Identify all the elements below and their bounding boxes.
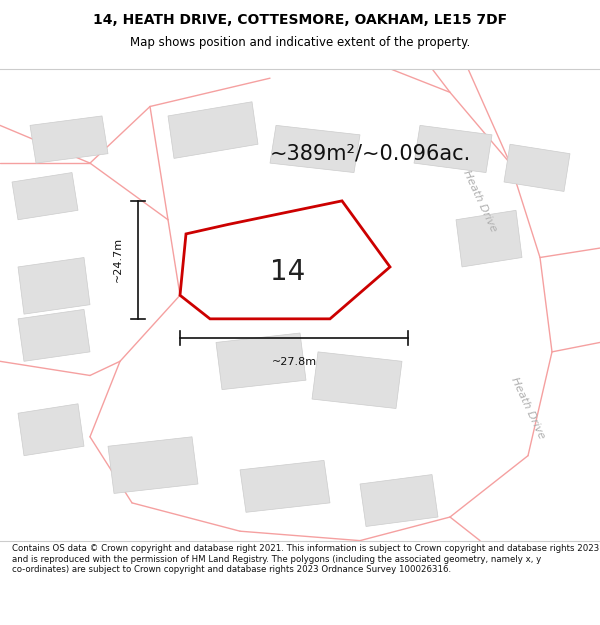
Polygon shape [456, 210, 522, 267]
Text: Heath Drive: Heath Drive [461, 169, 499, 233]
Polygon shape [270, 126, 360, 173]
Text: 14: 14 [271, 258, 305, 286]
Polygon shape [18, 309, 90, 361]
Text: Heath Drive: Heath Drive [509, 376, 547, 441]
Polygon shape [312, 352, 402, 409]
Polygon shape [18, 258, 90, 314]
Polygon shape [180, 201, 390, 319]
Polygon shape [240, 461, 330, 512]
Polygon shape [360, 474, 438, 526]
Polygon shape [108, 437, 198, 494]
Polygon shape [18, 404, 84, 456]
Polygon shape [216, 333, 306, 389]
Polygon shape [504, 144, 570, 191]
Polygon shape [414, 126, 492, 173]
Polygon shape [30, 116, 108, 163]
Text: Contains OS data © Crown copyright and database right 2021. This information is : Contains OS data © Crown copyright and d… [12, 544, 599, 574]
Text: ~27.8m: ~27.8m [271, 357, 317, 367]
Text: Map shows position and indicative extent of the property.: Map shows position and indicative extent… [130, 36, 470, 49]
Polygon shape [12, 173, 78, 220]
Polygon shape [168, 102, 258, 158]
Text: 14, HEATH DRIVE, COTTESMORE, OAKHAM, LE15 7DF: 14, HEATH DRIVE, COTTESMORE, OAKHAM, LE1… [93, 13, 507, 28]
Text: ~389m²/~0.096ac.: ~389m²/~0.096ac. [270, 144, 471, 164]
Text: ~24.7m: ~24.7m [113, 238, 123, 282]
